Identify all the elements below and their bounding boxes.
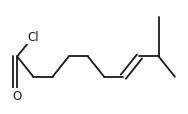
Text: O: O bbox=[13, 90, 22, 102]
Text: Cl: Cl bbox=[28, 31, 39, 43]
